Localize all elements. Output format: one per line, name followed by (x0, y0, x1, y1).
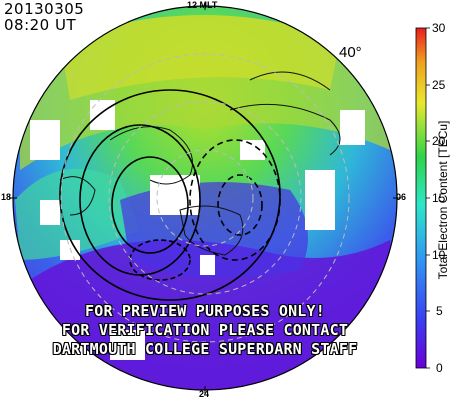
latitude-label: 40° (339, 44, 362, 61)
mlt-label-left: 18 (1, 192, 12, 202)
time-label: 08:20 UT (4, 16, 77, 34)
date-label: 20130305 (4, 0, 85, 18)
colorbar-tick-label: 0 (436, 361, 443, 375)
mlt-label-top: 12 MLT (187, 0, 218, 10)
colorbar-tick-label: 15 (432, 191, 446, 205)
preview-notice-line3: DARTMOUTH COLLEGE SUPERDARN STAFF (52, 340, 358, 358)
colorbar-tick-label: 5 (436, 304, 443, 318)
preview-notice-line2: FOR VERIFICATION PLEASE CONTACT (61, 321, 349, 339)
colorbar-tick-label: 30 (432, 21, 446, 35)
mlt-label-bottom: 24 (199, 389, 210, 399)
colorbar-tick-label: 25 (432, 78, 446, 92)
mlt-ticks (9, 2, 401, 394)
data-gap-patches (30, 100, 365, 360)
colorbar-ticks (426, 27, 430, 369)
convection-contours (59, 89, 281, 301)
mlt-label-right: 06 (396, 192, 407, 202)
colorbar-tick-label: 20 (432, 134, 446, 148)
preview-notice-line1: FOR PREVIEW PURPOSES ONLY! (85, 302, 325, 320)
colorbar-title: Total Electron Content [TECu] (436, 120, 450, 280)
latitude-rings (60, 53, 350, 343)
colorbar-tick-label: 10 (432, 248, 446, 262)
colorbar (415, 27, 427, 369)
